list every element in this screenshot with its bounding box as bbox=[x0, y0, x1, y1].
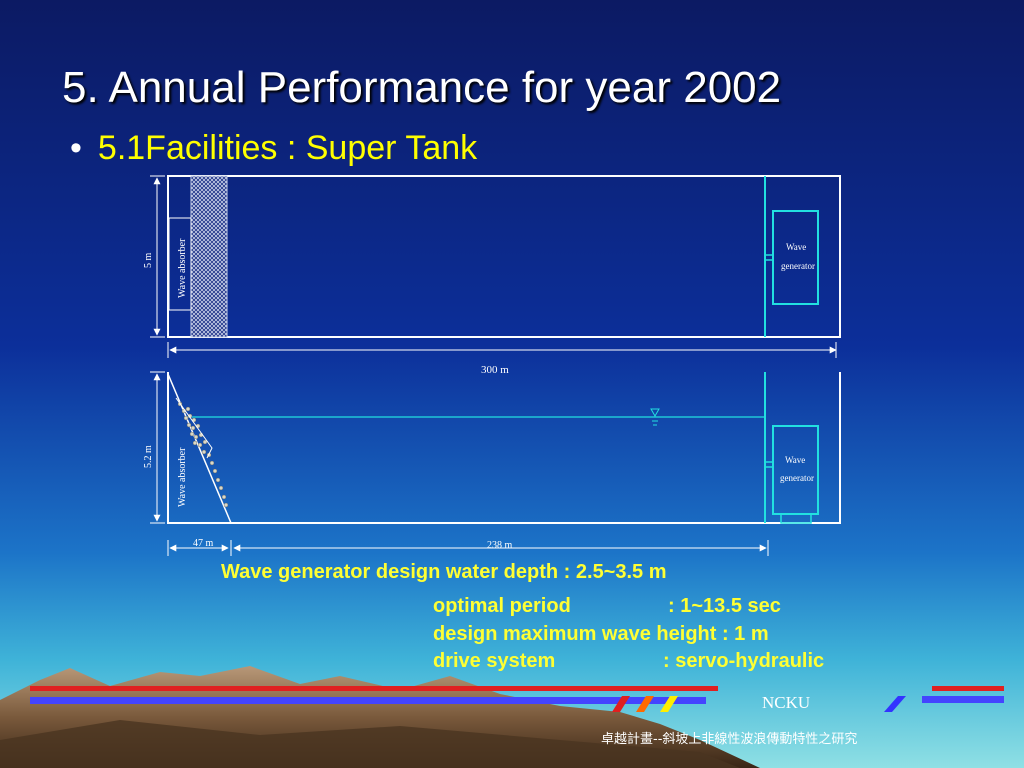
footer-project-title: 卓越計畫--斜坡上非線性波浪傳動特性之研究 bbox=[601, 732, 858, 747]
depth-dimension-label: 5.2 m bbox=[143, 445, 154, 468]
generator-label-side-1: Wave bbox=[785, 455, 805, 465]
generator-label-top-1: Wave bbox=[786, 242, 806, 252]
water-level-symbol bbox=[650, 408, 660, 426]
flat-length-label: 238 m bbox=[487, 540, 513, 551]
spec-optimal-period-label: optimal period bbox=[433, 595, 571, 617]
wave-generator-side bbox=[764, 372, 819, 524]
bullet-item: • 5.1Facilities : Super Tank bbox=[70, 131, 477, 165]
length-dimension-label: 300 m bbox=[481, 364, 509, 376]
generator-label-side-2: generator bbox=[780, 473, 814, 483]
spec-design-water-depth: Wave generator design water depth : 2.5~… bbox=[221, 561, 667, 583]
absorber-outline-side bbox=[175, 397, 213, 459]
spec-drive-system: drive system : servo-hydraulic bbox=[433, 650, 824, 672]
generator-label-top-2: generator bbox=[781, 261, 815, 271]
bullet-text: 5.1Facilities : Super Tank bbox=[97, 129, 478, 167]
absorber-stones-side bbox=[177, 401, 229, 508]
slide-title: 5. Annual Performance for year 2002 bbox=[62, 63, 782, 112]
absorber-label-side: Wave absorber bbox=[177, 447, 188, 507]
beach-slope bbox=[167, 373, 232, 524]
spec-optimal-period-value: : 1~13.5 sec bbox=[668, 595, 781, 617]
spec-drive-system-label: drive system bbox=[433, 650, 556, 672]
wave-generator-top bbox=[764, 176, 819, 337]
tank-side-view bbox=[150, 371, 841, 556]
absorber-label-top: Wave absorber bbox=[177, 238, 188, 298]
absorber-label-box-top bbox=[168, 217, 192, 311]
width-dimension-label: 5 m bbox=[143, 253, 154, 269]
spec-max-wave-height: design maximum wave height : 1 m bbox=[433, 623, 769, 645]
tank-top-view bbox=[150, 175, 841, 358]
absorber-mesh-top bbox=[190, 175, 228, 338]
spec-optimal-period: optimal period : 1~13.5 sec bbox=[433, 595, 781, 617]
slope-length-label: 47 m bbox=[193, 538, 214, 549]
footer-org: NCKU bbox=[762, 693, 811, 712]
spec-drive-system-value: : servo-hydraulic bbox=[663, 650, 825, 672]
bullet-dot: • bbox=[70, 129, 82, 167]
